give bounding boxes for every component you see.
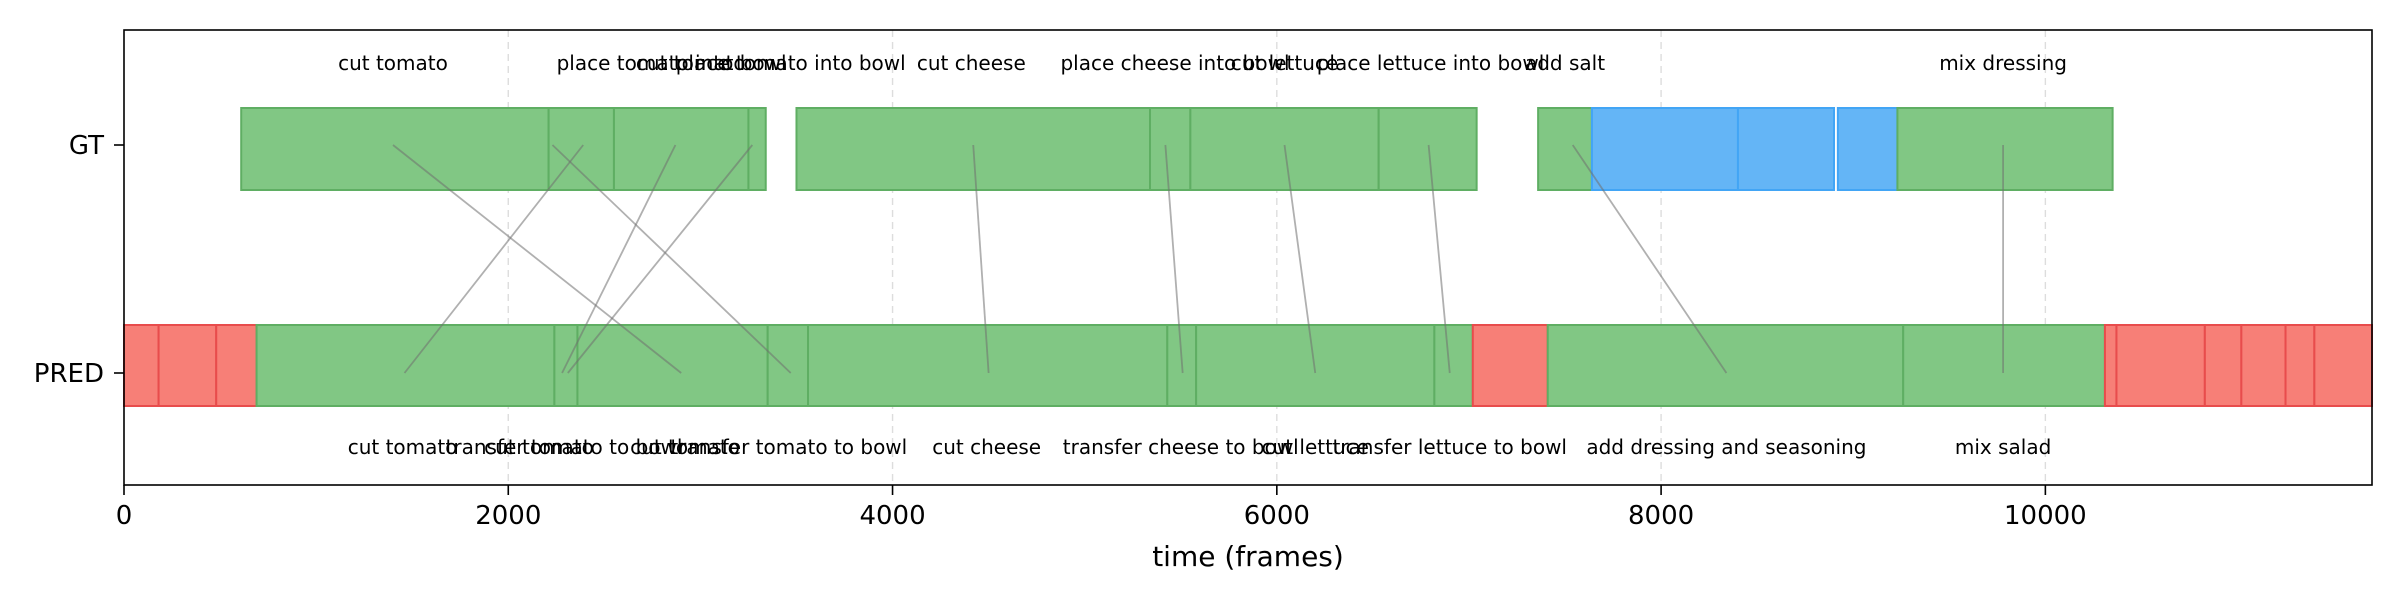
gt-segment	[1896, 107, 2114, 191]
pred-segment	[2203, 324, 2243, 407]
pred-segment-label: transfer tomato to bowl	[670, 435, 907, 459]
gt-segment-label: mix dressing	[1939, 51, 2067, 75]
pred-segment	[2313, 324, 2373, 407]
gt-segment-label: place cheese into bowl	[1060, 51, 1289, 75]
pred-segment	[123, 324, 160, 407]
y-tick-label-pred: PRED	[34, 359, 104, 389]
pred-segment	[576, 324, 769, 407]
gt-segment	[795, 107, 1152, 191]
x-tick-label: 2000	[475, 501, 541, 531]
pred-segment-label: add dressing and seasoning	[1586, 435, 1866, 459]
x-tick-label: 10000	[2004, 501, 2087, 531]
pred-segment	[766, 324, 810, 407]
gt-segment	[1836, 107, 1899, 191]
alignment-links-overlay	[392, 144, 2004, 374]
pred-segment-label: transfer cheese to bowl	[1063, 435, 1299, 459]
alignment-link	[561, 144, 677, 374]
x-tick-label: 4000	[859, 501, 925, 531]
axes: GT PRED 0 2000 4000 6000 8000 10000 time (fra…	[34, 131, 2087, 573]
gt-segment	[747, 107, 767, 191]
segments	[123, 107, 2373, 407]
pred-segment-label: cut tomato	[348, 435, 458, 459]
grid-lines	[507, 30, 2047, 485]
x-tick-label: 6000	[1244, 501, 1310, 531]
pred-segment	[157, 324, 218, 407]
pred-segment-label: mix salad	[1955, 435, 2051, 459]
gt-segment	[612, 107, 750, 191]
pred-segment	[2115, 324, 2206, 407]
pred-segment	[1546, 324, 1905, 407]
alignment-link	[1571, 144, 1728, 374]
gt-segment-label: add salt	[1525, 51, 1605, 75]
gt-segment-label: cut cheese	[917, 51, 1026, 75]
pred-segment	[1471, 324, 1549, 407]
pred-segment	[1433, 324, 1474, 407]
gt-segment	[1377, 107, 1478, 191]
pred-segment	[1166, 324, 1198, 407]
alignment-link	[567, 144, 753, 374]
alignment-link	[392, 144, 682, 374]
pred-segment	[1902, 324, 2106, 407]
pred-segment-label: cut tomato	[484, 435, 594, 459]
alignment-link	[972, 144, 990, 374]
y-tick-label-gt: GT	[69, 131, 104, 161]
pred-segment-label: transfer lettuce to bowl	[1332, 435, 1567, 459]
gt-segment	[1149, 107, 1192, 191]
gt-segment-label: cut tomato	[338, 51, 448, 75]
pred-segment	[2103, 324, 2118, 407]
pred-segment-label: cut tomato	[630, 435, 740, 459]
pred-segment-label: transfer tomato to bowl	[446, 435, 683, 459]
alignment-link	[1427, 144, 1451, 374]
gt-segment-label: place tomato into bowl	[557, 51, 787, 75]
pred-segment	[2240, 324, 2287, 407]
gt-segment	[1736, 107, 1836, 191]
gt-segment	[1590, 107, 1739, 191]
x-axis-title: time (frames)	[1152, 540, 1344, 573]
pred-segment	[1195, 324, 1436, 407]
gt-segment-label: place lettuce into bowl	[1317, 51, 1545, 75]
alignment-link	[403, 144, 584, 374]
alignment-link	[1164, 144, 1184, 374]
x-tick-label: 0	[116, 501, 133, 531]
gt-segment-label: place tomato into bowl	[676, 51, 906, 75]
pred-segment	[215, 324, 258, 407]
plot-frame	[123, 29, 2373, 486]
alignment-link	[1283, 144, 1317, 374]
gt-segment-label: cut tomato	[636, 51, 746, 75]
gt-segment-label: cut lettuce	[1231, 51, 1338, 75]
alignment-link	[551, 144, 792, 374]
pred-segment	[2284, 324, 2316, 407]
gt-segment	[1537, 107, 1593, 191]
pred-segment-label: cut lettuce	[1262, 435, 1369, 459]
gt-segment	[240, 107, 550, 191]
x-ticks: 0 2000 4000 6000 8000 10000	[116, 485, 2087, 531]
pred-segment	[255, 324, 556, 407]
pred-segment-label: cut cheese	[932, 435, 1041, 459]
x-tick-label: 8000	[1628, 501, 1694, 531]
